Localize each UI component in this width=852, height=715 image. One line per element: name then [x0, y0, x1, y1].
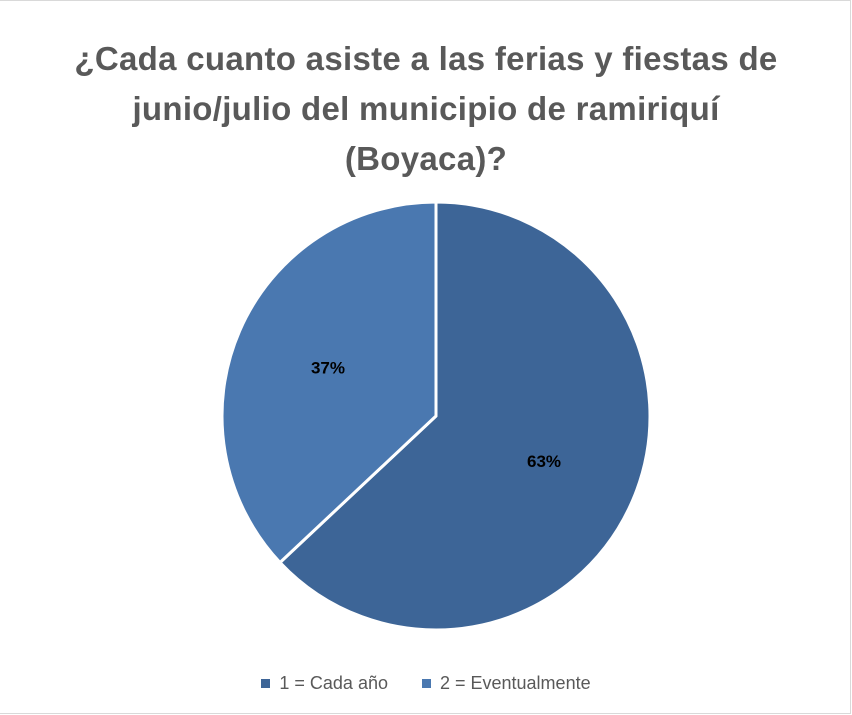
chart-title-line-3: (Boyaca)? [344, 140, 508, 177]
legend-swatch-cada-ano [261, 679, 271, 688]
legend-label-cada-ano: 1 = Cada año [279, 673, 388, 693]
legend-swatch-eventualmente [421, 679, 431, 688]
legend-label-eventualmente: 2 = Eventualmente [439, 673, 591, 693]
chart-title-line-1: ¿Cada cuanto asiste a las ferias y fiest… [74, 40, 778, 77]
pie-slice-cada-ano [278, 200, 652, 632]
chart-title-line-2: junio/julio del municipio de ramiriquí [132, 90, 720, 127]
chart-title: ¿Cada cuanto asiste a las ferias y fiest… [0, 34, 852, 184]
legend-item-eventualmente: 2 = Eventualmente [421, 673, 591, 694]
data-label-cada-ano: 63% [527, 452, 561, 471]
data-label-eventualmente: 37% [311, 359, 345, 378]
legend: 1 = Cada año 2 = Eventualmente [0, 673, 852, 694]
legend-item-cada-ano: 1 = Cada año [261, 673, 388, 694]
pie-slice-eventualmente [220, 200, 438, 564]
